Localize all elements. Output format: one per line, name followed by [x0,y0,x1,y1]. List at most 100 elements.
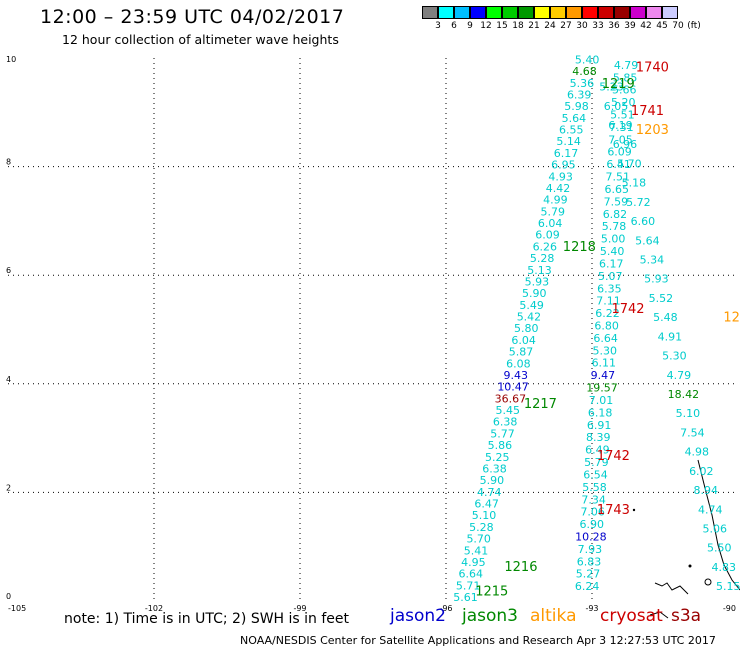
wave-height-value: 5.07 [598,270,623,283]
wave-height-value: 5.42 [517,311,542,324]
colorbar-swatch [534,6,550,19]
colorbar-swatch [454,6,470,19]
wave-height-value: 5.72 [626,196,651,209]
pass-number-label: 1740 [636,61,669,76]
wave-height-value: 5.40 [575,53,600,66]
wave-height-value: 6.09 [535,229,560,242]
colorbar-swatch [486,6,502,19]
track-values: 5.615.716.644.955.415.705.285.106.474.74… [453,53,740,604]
wave-height-value: 7.34 [581,493,606,506]
wave-height-value: 5.36 [570,77,595,90]
colorbar-label: 18 [512,21,524,31]
wave-height-value: 4.42 [546,182,571,195]
lat-label: 2 [6,483,11,492]
colorbar-swatch [550,6,566,19]
lon-label: -105 [8,604,26,613]
pass-number-label: 1741 [631,104,664,119]
wave-height-value: 6.11 [592,357,617,370]
wave-height-value: 8.94 [694,484,719,497]
colorbar-label: (ft) [687,21,701,31]
wave-height-value: 5.51 [610,109,635,122]
wave-height-value: 5.15 [716,580,740,593]
pass-number-label: 1742 [611,302,644,317]
units-note: note: 1) Time is in UTC; 2) SWH is in fe… [64,611,350,627]
colorbar-swatch [422,6,438,19]
page-subtitle: 12 hour collection of altimeter wave hei… [62,32,339,47]
wave-height-value: 4.93 [548,170,573,183]
wave-height-value: 6.60 [631,215,656,228]
wave-height-value: 6.95 [551,159,576,172]
wave-height-value: 5.50 [707,542,732,555]
wave-height-value: 6.90 [580,518,605,531]
wave-height-value: 5.90 [480,474,505,487]
wave-height-value: 6.18 [588,406,613,419]
wave-height-value: 5.23 [599,81,624,94]
wave-height-value: 5.79 [540,205,565,218]
wave-height-value: 5.93 [525,275,550,288]
wave-height-value: 5.70 [617,157,642,170]
wave-height-value: 5.52 [649,292,674,305]
colorbar-label: 3 [435,21,441,31]
wave-height-value: 7.93 [578,543,603,556]
pass-number-label: 1218 [563,240,596,255]
satellite-name: jason3 [462,606,518,626]
colorbar-swatch [502,6,518,19]
wave-height-value: 6.26 [533,240,558,253]
colorbar-label: 24 [544,21,556,31]
lon-label: -102 [145,604,163,613]
wave-height-value: 6.04 [511,334,536,347]
pass-number-label: 1219 [602,77,635,92]
lon-label: -99 [293,604,306,613]
wave-height-value: 5.00 [601,233,626,246]
wave-height-value: 6.82 [603,208,628,221]
colorbar-label: 70 [672,21,684,31]
wave-height-value: 5.28 [530,252,555,265]
pass-number-label: 1203 [636,123,669,138]
wave-height-value: 6.64 [593,332,618,345]
wave-height-value: 6.64 [459,568,484,581]
wave-height-value: 5.98 [564,100,589,113]
pass-number-label: 1216 [504,560,537,575]
wave-height-value: 6.55 [559,124,584,137]
wave-height-value: 5.85 [613,71,638,84]
wave-height-value: 7.54 [680,426,705,439]
pass-number-label: 1215 [475,585,508,600]
satellite-name: s3a [671,606,702,626]
lat-label: 0 [6,592,11,601]
pass-number-label: 12 [723,310,740,325]
lat-label: 8 [6,158,11,167]
wave-height-value: 7.51 [605,171,630,184]
wave-height-value: 6.19 [608,119,633,132]
wave-height-value: 4.74 [477,486,502,499]
wave-height-value: 5.49 [519,299,544,312]
wave-height-value: 6.35 [597,282,622,295]
wave-height-value: 18.42 [668,388,700,401]
wave-height-value: 6.41 [606,158,631,171]
wave-height-value: 5.87 [509,346,534,359]
wave-height-value: 10.28 [575,530,607,543]
wave-height-value: 4.74 [698,503,723,516]
colorbar-label: 33 [592,21,604,31]
wave-height-value: 10.47 [497,381,529,394]
wave-height-value: 5.06 [703,522,728,535]
wave-height-value: 6.83 [577,555,602,568]
satellite-name: cryosat [600,606,663,626]
coastline [632,459,740,619]
graticule: 10 8 6 4 2 0 -105 -102 -99 -96 -93 -90 [6,55,738,613]
page-title: 12:00 – 23:59 UTC 04/02/2017 [40,6,345,28]
wave-height-value: 7.01 [589,394,614,407]
wave-height-value: 6.17 [554,147,579,160]
wave-height-value: 5.71 [456,579,481,592]
colorbar-swatch [582,6,598,19]
wave-height-value: 5.90 [522,287,547,300]
wave-height-value: 5.25 [485,451,510,464]
wave-height-value: 7.31 [609,121,634,134]
wave-height-value: 6.96 [613,138,638,151]
wave-height-value: 4.83 [712,561,737,574]
colorbar-label: 21 [528,21,540,31]
wave-height-value: 6.49 [585,444,610,457]
wave-height-value: 6.38 [482,462,507,475]
colorbar-swatch [470,6,486,19]
wave-height-value: 4.79 [667,369,692,382]
wave-height-value: 6.17 [599,257,624,270]
